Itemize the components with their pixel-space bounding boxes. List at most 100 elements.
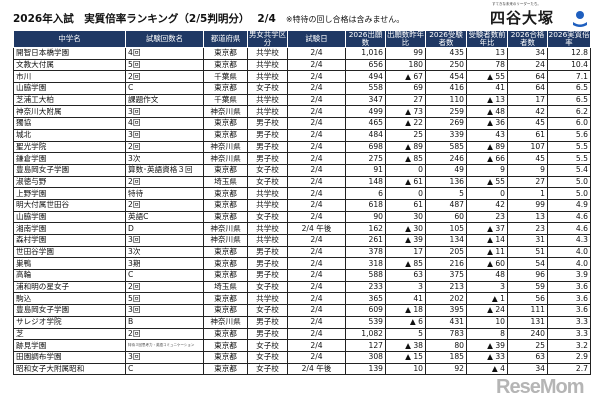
cell-exam-date: 2/4 <box>287 304 346 317</box>
table-row: 獨協 4回 東京都 男子校 2/4 465 ▲ 22 269 ▲ 36 45 6.0 <box>13 117 591 130</box>
cell-prefecture: 東京都 <box>203 82 248 95</box>
cell-examinees-yoy: ▲ 60 <box>466 257 508 271</box>
cell-exam-date: 2/4 <box>287 257 346 271</box>
cell-examinees-yoy: ▲ 37 <box>466 222 508 235</box>
cell-prefecture: 東京都 <box>203 339 248 352</box>
cell-actual-ratio-2026: 5.4 <box>547 163 591 177</box>
cell-exam-name: 3回 <box>125 105 204 119</box>
column-header-applicants-2026: 2026出願数 <box>345 30 386 48</box>
cell-gender-type: 男子校 <box>247 152 288 165</box>
cell-passers-2026: 9 <box>507 163 548 177</box>
cell-gender-type: 女子校 <box>247 339 288 352</box>
cell-school-name: 神奈川大附属 <box>13 105 126 119</box>
cell-exam-name: 2回 <box>125 70 204 84</box>
cell-exam-name: 2回 <box>125 280 204 294</box>
cell-passers-2026: 64 <box>507 82 548 95</box>
cell-examinees-yoy: ▲ 48 <box>466 105 508 119</box>
cell-exam-name: 3次 <box>125 245 204 259</box>
cell-applicants-yoy: ▲ 39 <box>385 234 426 247</box>
cell-examinees-2026: 339 <box>425 128 467 142</box>
cell-prefecture: 東京都 <box>203 58 248 72</box>
table-row: 跡見学園 特待３回思考力・英語コミュニケーション 東京都 女子校 2/4 127 ▲ 38 8… <box>13 339 591 352</box>
cell-passers-2026: 111 <box>507 304 548 317</box>
cell-examinees-yoy: ▲ 1 <box>466 292 508 306</box>
cell-exam-name: 課題作文 <box>125 93 204 107</box>
table-row: 淑徳与野 2回 埼玉県 女子校 2/4 148 ▲ 61 136 ▲ 55 27 5.0 <box>13 175 591 189</box>
cell-prefecture: 神奈川県 <box>203 105 248 119</box>
cell-exam-name: 算数･英語資格３回 <box>125 163 204 177</box>
cell-gender-type: 共学校 <box>247 222 288 235</box>
cell-examinees-2026: 269 <box>425 117 467 130</box>
cell-actual-ratio-2026: 10.4 <box>547 58 591 72</box>
cell-school-name: 市川 <box>13 70 126 84</box>
cell-examinees-yoy: 43 <box>466 128 508 142</box>
cell-gender-type: 男子校 <box>247 117 288 130</box>
cell-applicants-2026: 558 <box>345 82 386 95</box>
cell-prefecture: 東京都 <box>203 187 248 200</box>
cell-examinees-yoy: ▲ 24 <box>466 304 508 317</box>
cell-passers-2026: 25 <box>507 339 548 352</box>
cell-applicants-2026: 465 <box>345 117 386 130</box>
cell-passers-2026: 23 <box>507 222 548 235</box>
logo-tagline: すてきな未来のリーダーたち。 <box>492 2 541 6</box>
cell-examinees-yoy: 13 <box>466 47 508 60</box>
cell-examinees-2026: 250 <box>425 58 467 72</box>
cell-applicants-yoy: 17 <box>385 245 426 259</box>
cell-examinees-yoy: 10 <box>466 315 508 329</box>
cell-gender-type: 男子校 <box>247 245 288 259</box>
column-header-exam-date: 試験日 <box>287 30 346 48</box>
cell-prefecture: 東京都 <box>203 245 248 259</box>
cell-school-name: 鎌倉学園 <box>13 152 126 165</box>
cell-applicants-2026: 162 <box>345 222 386 235</box>
cell-passers-2026: 27 <box>507 175 548 189</box>
cell-applicants-2026: 347 <box>345 93 386 107</box>
table-row: 豊島岡女子学園 算数･英語資格３回 東京都 女子校 2/4 91 0 49 9 9 5.4 <box>13 163 591 177</box>
cell-examinees-yoy: ▲ 55 <box>466 70 508 84</box>
table-row: 城北 3回 東京都 男子校 2/4 484 25 339 43 61 5.6 <box>13 128 591 142</box>
cell-exam-name: 3期 <box>125 257 204 271</box>
cell-school-name: 山脇学園 <box>13 82 126 95</box>
cell-applicants-yoy: 30 <box>385 210 426 224</box>
table-row: 高輪 C 東京都 男子校 2/4 588 63 375 48 96 3.9 <box>13 269 591 282</box>
cell-gender-type: 共学校 <box>247 58 288 72</box>
cell-passers-2026: 240 <box>507 327 548 341</box>
cell-exam-name: 2回 <box>125 327 204 341</box>
page-title: 2026年入試 実質倍率ランキング（2/5判明分） 2/4 <box>13 12 276 26</box>
cell-exam-date: 2/4 <box>287 350 346 364</box>
cell-prefecture: 埼玉県 <box>203 175 248 189</box>
table-row: 昭和女子大附属昭和 C 東京都 女子校 2/4 午後 139 10 92 ▲ 4 34 2.7 <box>13 362 591 376</box>
cell-exam-name: 3回 <box>125 128 204 142</box>
cell-passers-2026: 64 <box>507 70 548 84</box>
cell-applicants-2026: 148 <box>345 175 386 189</box>
cell-applicants-2026: 261 <box>345 234 386 247</box>
cell-examinees-yoy: ▲ 13 <box>466 93 508 107</box>
table-row: 神奈川大附属 3回 神奈川県 共学校 2/4 499 ▲ 73 259 ▲ 48 42 6.2 <box>13 105 591 119</box>
cell-examinees-yoy: 0 <box>466 187 508 200</box>
cell-applicants-2026: 1,082 <box>345 327 386 341</box>
cell-school-name: 浦和明の星女子 <box>13 280 126 294</box>
cell-exam-name: D <box>125 222 204 235</box>
table-row: 山脇学園 C 東京都 女子校 2/4 558 69 416 41 64 6.5 <box>13 82 591 95</box>
cell-examinees-2026: 185 <box>425 350 467 364</box>
column-header-school-name: 中学名 <box>13 30 126 48</box>
cell-gender-type: 男子校 <box>247 315 288 329</box>
cell-prefecture: 神奈川県 <box>203 152 248 165</box>
cell-applicants-2026: 6 <box>345 187 386 200</box>
cell-exam-name: 3回 <box>125 350 204 364</box>
cell-exam-name: 5回 <box>125 292 204 306</box>
cell-exam-date: 2/4 <box>287 82 346 95</box>
cell-actual-ratio-2026: 12.8 <box>547 47 591 60</box>
cell-actual-ratio-2026: 3.3 <box>547 315 591 329</box>
cell-applicants-2026: 656 <box>345 58 386 72</box>
cell-gender-type: 共学校 <box>247 70 288 84</box>
page-header: 2026年入試 実質倍率ランキング（2/5判明分） 2/4 ※特待の回し合格は含み… <box>13 12 404 26</box>
cell-school-name: 豊島岡女子学園 <box>13 163 126 177</box>
cell-actual-ratio-2026: 4.0 <box>547 257 591 271</box>
cell-examinees-2026: 246 <box>425 152 467 165</box>
cell-applicants-yoy: ▲ 85 <box>385 257 426 271</box>
cell-school-name: 山脇学園 <box>13 210 126 224</box>
cell-applicants-yoy: 5 <box>385 327 426 341</box>
cell-applicants-2026: 494 <box>345 70 386 84</box>
cell-examinees-2026: 5 <box>425 187 467 200</box>
cell-passers-2026: 42 <box>507 105 548 119</box>
